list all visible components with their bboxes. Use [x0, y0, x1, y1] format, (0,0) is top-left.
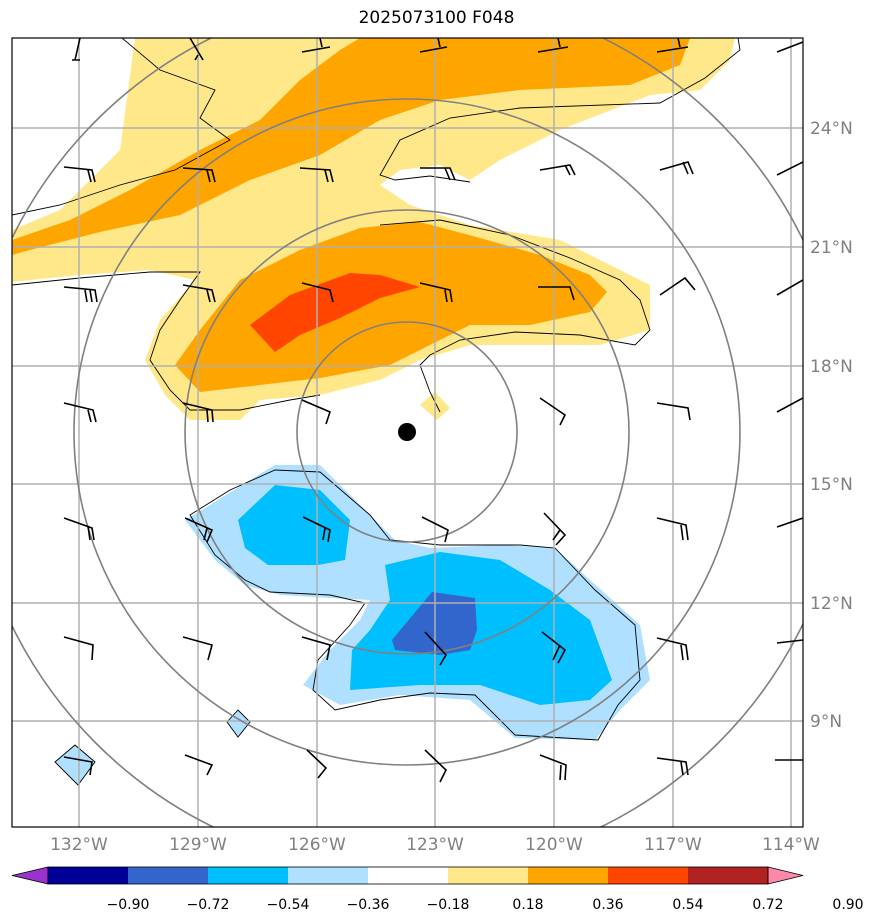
colorbar-segment [688, 867, 769, 884]
contour-fill-red-orange [250, 273, 420, 352]
colorbar: −0.90 −0.72 −0.54 −0.36 −0.18 0.18 0.36 0.54 0.7… [11, 866, 864, 913]
colorbar-tick-label: 0.54 [672, 897, 703, 913]
lon-tick-label: 120°W [525, 835, 583, 855]
colorbar-segment [368, 867, 449, 884]
storm-center-marker [398, 423, 416, 441]
colorbar-extend-min [11, 866, 49, 885]
colorbar-segment [48, 867, 129, 884]
colorbar-tick-label: −0.18 [427, 897, 470, 913]
colorbar-tick-label: −0.54 [267, 897, 310, 913]
lat-tick-label: 15°N [810, 475, 853, 495]
lon-tick-label: 123°W [406, 835, 464, 855]
lon-tick-label: 114°W [762, 835, 820, 855]
lat-tick-label: 12°N [810, 594, 853, 614]
range-rings [12, 38, 803, 827]
latitude-labels: 24°N 21°N 18°N 15°N 12°N 9°N [810, 119, 853, 732]
plot-border [11, 37, 804, 828]
lat-tick-label: 21°N [810, 238, 853, 258]
colorbar-segment [528, 867, 609, 884]
lon-tick-label: 132°W [50, 835, 108, 855]
contour-fill-sky-blue-east [350, 552, 612, 705]
wind-barbs [63, 38, 803, 783]
map-title: 2025073100 F048 [358, 8, 515, 28]
colorbar-segment [208, 867, 289, 884]
colorbar-tick-label: 0.90 [832, 897, 863, 913]
colorbar-segment [128, 867, 209, 884]
longitude-labels: 132°W 129°W 126°W 123°W 120°W 117°W 114°… [50, 835, 820, 855]
colorbar-tick-label: 0.36 [592, 897, 623, 913]
lat-tick-label: 9°N [810, 712, 842, 732]
contour-fill-orange-south [175, 222, 607, 392]
lon-tick-label: 129°W [169, 835, 227, 855]
gridlines [12, 38, 803, 827]
colorbar-segment [448, 867, 529, 884]
lon-tick-label: 117°W [644, 835, 702, 855]
colorbar-tick-label: −0.90 [107, 897, 150, 913]
colorbar-extend-max [767, 866, 804, 885]
lat-tick-label: 18°N [810, 357, 853, 377]
colorbar-segment [288, 867, 369, 884]
lat-tick-label: 24°N [810, 119, 853, 139]
colorbar-outline [47, 866, 769, 885]
colorbar-segment [608, 867, 689, 884]
contour-fill-orange-north [12, 38, 690, 255]
contour-fill-sky-blue-west [238, 485, 350, 565]
colorbar-tick-label: −0.72 [187, 897, 230, 913]
colorbar-tick-label: 0.18 [512, 897, 543, 913]
contour-lines [12, 38, 741, 786]
lon-tick-label: 126°W [288, 835, 346, 855]
colorbar-tick-label: −0.36 [347, 897, 390, 913]
colorbar-tick-label: 0.72 [752, 897, 783, 913]
